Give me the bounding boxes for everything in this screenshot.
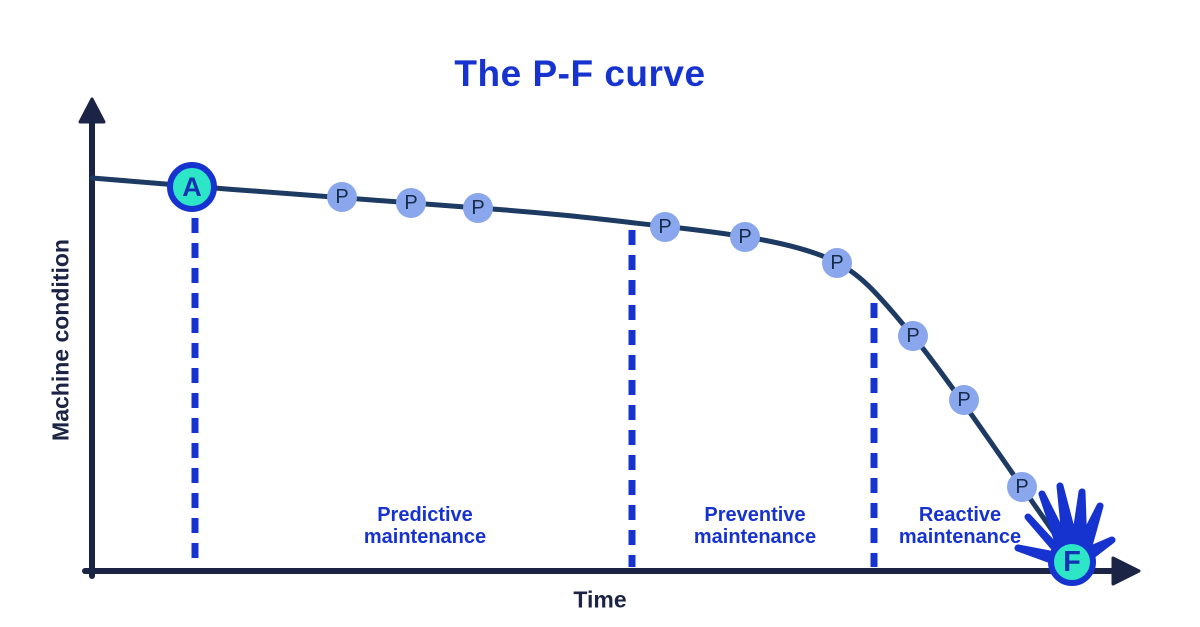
region-label-line: maintenance: [693, 526, 817, 549]
region-label-line: maintenance: [363, 526, 487, 549]
p-point-label: P: [830, 252, 843, 274]
p-point-label: P: [404, 192, 417, 214]
p-point: [1007, 472, 1037, 502]
f-marker-label: F: [1063, 546, 1081, 578]
p-point: [898, 321, 928, 351]
p-point-label: P: [957, 389, 970, 411]
p-point: [327, 182, 357, 212]
p-point: [650, 212, 680, 242]
p-point-label: P: [335, 186, 348, 208]
condition-curve: [89, 175, 1071, 556]
y-axis-arrow-icon: [78, 97, 106, 124]
p-point: [730, 222, 760, 252]
p-point-label: P: [658, 216, 671, 238]
x-axis-label: Time: [573, 586, 627, 613]
region-label-predictive-maintenance: Predictive maintenance: [364, 504, 486, 549]
y-axis-label: Machine condition: [47, 239, 74, 441]
f-marker-circle: [1048, 538, 1096, 586]
x-axis-arrow-icon: [1111, 556, 1141, 586]
p-point: [949, 385, 979, 415]
y-axis: [78, 97, 106, 579]
region-label-line: Predictive: [377, 504, 473, 526]
failure-marker-f: F: [1048, 538, 1096, 586]
p-point: [463, 193, 493, 223]
page-title: The P-F curve: [454, 53, 706, 94]
p-point-label: P: [906, 325, 919, 347]
a-marker-circle: [167, 162, 217, 212]
p-point-label: P: [738, 226, 751, 248]
region-label-line: maintenance: [898, 526, 1022, 549]
region-label-reactive-maintenance: Reactive maintenance: [899, 504, 1021, 549]
region-label-line: Reactive: [918, 504, 1002, 526]
region-label-line: Preventive: [704, 504, 806, 526]
region-label-preventive-maintenance: Preventive maintenance: [694, 504, 816, 549]
a-marker-label: A: [182, 172, 202, 202]
x-axis: [82, 556, 1141, 586]
p-point-label: P: [1015, 476, 1028, 498]
p-point-label: P: [471, 197, 484, 219]
p-point: [396, 188, 426, 218]
p-markers: P P P P P P P P P: [327, 182, 1037, 502]
p-point: [822, 248, 852, 278]
failure-burst-icon: [1014, 482, 1116, 568]
region-dividers: [191, 218, 878, 567]
potential-failure-marker-a: A: [167, 162, 217, 212]
